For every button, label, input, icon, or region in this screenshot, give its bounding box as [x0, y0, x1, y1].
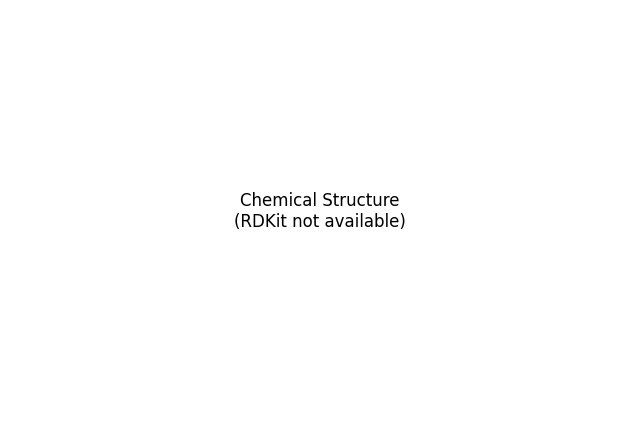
Text: Chemical Structure
(RDKit not available): Chemical Structure (RDKit not available) [234, 192, 406, 231]
